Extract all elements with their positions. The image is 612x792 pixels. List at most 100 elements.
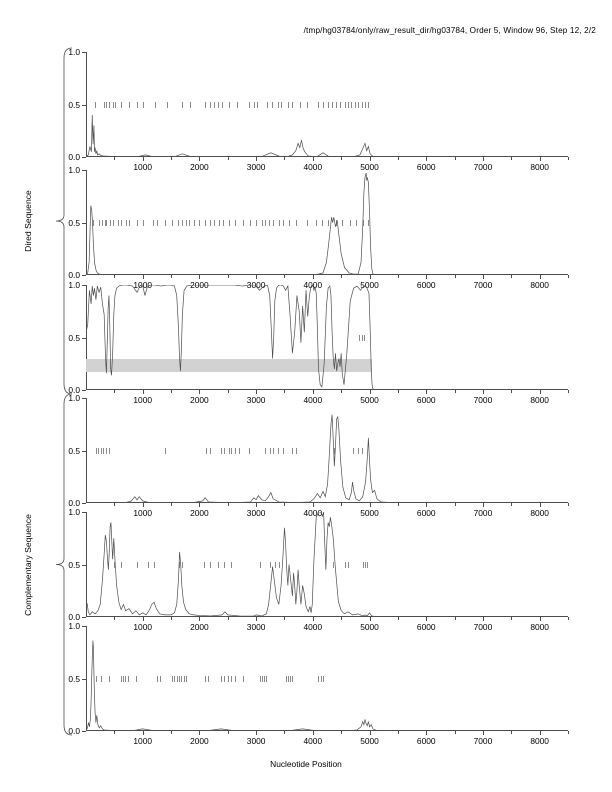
x-tick-minor <box>341 275 343 278</box>
data-trace <box>86 52 568 157</box>
x-tick-minor <box>284 275 286 278</box>
x-tick-label: 1000 <box>133 162 153 172</box>
figure-title: /tmp/hg03784/only/raw_result_dir/hg03784… <box>303 26 596 35</box>
x-tick <box>312 390 314 394</box>
x-tick-minor <box>454 390 456 393</box>
plot-panel-5: 0.0 0.5 1.0 1000 2000 3000 4000 5000 6000 7000 800… <box>68 507 569 632</box>
x-tick <box>426 617 428 621</box>
x-tick <box>142 275 144 279</box>
x-tick <box>426 731 428 735</box>
x-tick-minor <box>454 731 456 734</box>
x-tick-minor <box>114 503 116 506</box>
plot-panel-6: 0.0 0.5 1.0 1000 2000 3000 4000 5000 6000 7000 800… <box>68 621 569 746</box>
x-tick-minor <box>227 617 229 620</box>
x-tick-label: 2000 <box>190 508 209 518</box>
y-tick <box>82 170 86 171</box>
x-tick-minor <box>227 503 229 506</box>
x-tick-minor <box>568 390 569 393</box>
y-tick <box>82 275 86 276</box>
x-tick <box>199 503 201 507</box>
x-tick-label: 3000 <box>246 280 266 290</box>
x-tick-label: 1000 <box>133 395 153 405</box>
x-tick-minor <box>397 731 399 734</box>
x-tick-label: 6000 <box>416 736 436 746</box>
data-trace <box>86 285 568 390</box>
x-tick <box>482 503 484 507</box>
x-tick-label: 2000 <box>190 622 209 632</box>
x-tick-minor <box>511 503 513 506</box>
x-tick-label: 8000 <box>530 162 549 172</box>
y-tick-label: 1.0 <box>68 621 80 631</box>
x-tick-minor <box>341 503 343 506</box>
x-tick-label: 1000 <box>133 280 153 290</box>
y-tick-label: 1.0 <box>68 507 80 517</box>
x-tick-label: 7000 <box>473 622 493 632</box>
x-tick <box>142 617 144 621</box>
x-tick <box>482 157 484 161</box>
x-tick-minor <box>568 157 569 160</box>
x-tick-minor <box>284 731 286 734</box>
plot-panel-4: 0.0 0.5 1.0 1000 2000 3000 4000 5000 6000 7000 800… <box>68 393 569 518</box>
x-tick-minor <box>114 617 116 620</box>
x-tick-label: 3000 <box>246 508 266 518</box>
x-tick-minor <box>511 617 513 620</box>
x-tick-minor <box>397 275 399 278</box>
x-axis-line <box>86 616 568 617</box>
y-tick-label: 0.5 <box>68 445 80 456</box>
x-tick-label: 8000 <box>530 280 549 290</box>
y-tick <box>82 390 86 391</box>
x-axis-line <box>86 156 568 157</box>
x-tick <box>482 390 484 394</box>
y-tick <box>82 104 86 106</box>
y-tick-label: 0.5 <box>68 332 80 343</box>
x-tick-label: 7000 <box>473 395 493 405</box>
x-tick-label: 2000 <box>190 395 209 405</box>
x-tick <box>539 617 541 621</box>
x-tick-label: 4000 <box>303 162 323 172</box>
group-label-dired-sequence: Dired Sequence <box>23 190 33 252</box>
y-tick <box>82 564 86 566</box>
data-trace <box>86 626 568 731</box>
y-tick <box>82 512 86 513</box>
x-tick-label: 3000 <box>246 395 266 405</box>
x-tick-label: 4000 <box>303 395 323 405</box>
x-tick-minor <box>397 157 399 160</box>
x-tick-label: 3000 <box>246 736 266 746</box>
x-tick <box>199 617 201 621</box>
x-axis-line <box>86 502 568 503</box>
x-tick <box>199 390 201 394</box>
x-tick-minor <box>341 157 343 160</box>
x-tick-label: 2000 <box>190 162 209 172</box>
x-tick-minor <box>284 617 286 620</box>
x-tick-label: 1000 <box>133 622 153 632</box>
x-tick-label: 7000 <box>473 508 493 518</box>
x-tick-minor <box>454 503 456 506</box>
x-tick <box>256 503 258 507</box>
x-tick <box>142 731 144 735</box>
x-tick-minor <box>171 731 173 734</box>
x-tick-minor <box>341 390 343 393</box>
x-tick-label: 6000 <box>416 280 436 290</box>
y-tick <box>82 285 86 286</box>
x-tick-minor <box>227 275 229 278</box>
y-axis-line <box>86 626 87 731</box>
x-tick-minor <box>171 503 173 506</box>
x-tick-label: 7000 <box>473 162 493 172</box>
y-tick <box>82 450 86 452</box>
x-tick <box>312 617 314 621</box>
x-tick <box>256 275 258 279</box>
x-tick-minor <box>568 275 569 278</box>
x-tick-label: 3000 <box>246 162 266 172</box>
x-tick <box>482 617 484 621</box>
x-tick-minor <box>114 157 116 160</box>
x-tick-label: 2000 <box>190 736 209 746</box>
x-tick-minor <box>511 731 513 734</box>
y-tick-label: 1.0 <box>68 165 80 175</box>
y-tick-label: 0.0 <box>68 270 80 280</box>
x-tick-minor <box>341 731 343 734</box>
x-axis-line <box>86 274 568 275</box>
x-tick <box>142 503 144 507</box>
x-tick-minor <box>171 390 173 393</box>
x-axis-title: Nucleotide Position <box>270 759 342 769</box>
x-tick <box>539 503 541 507</box>
